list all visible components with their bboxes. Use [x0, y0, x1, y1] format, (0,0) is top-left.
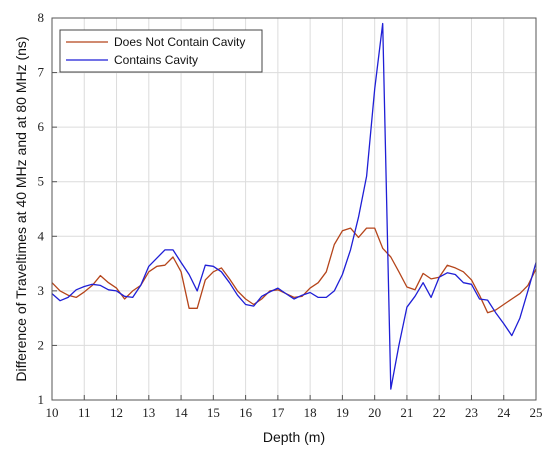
series-line-contains-cavity [51, 22, 537, 390]
x-tick-label: 24 [497, 405, 511, 420]
y-tick-label: 3 [38, 283, 45, 298]
legend: Does Not Contain Cavity Contains Cavity [59, 29, 263, 73]
plot-frame [51, 17, 537, 401]
x-tick-label: 12 [110, 405, 123, 420]
x-tick-label: 18 [304, 405, 317, 420]
x-tick-label: 13 [142, 405, 155, 420]
y-tick-label: 6 [38, 119, 45, 134]
x-tick-label: 10 [46, 405, 59, 420]
plot-area [52, 18, 536, 400]
y-tick-label: 4 [38, 228, 45, 243]
ticks-layer [51, 17, 537, 401]
legend-label-contains-cavity: Contains Cavity [114, 53, 198, 67]
legend-label-does-not-contain-cavity: Does Not Contain Cavity [114, 35, 245, 49]
series-layer [51, 22, 537, 390]
y-tick-label: 7 [38, 65, 45, 80]
x-tick-label: 16 [239, 405, 253, 420]
x-tick-label: 14 [175, 405, 189, 420]
y-tick-labels: 1 2 3 4 5 6 7 8 [38, 10, 45, 407]
grid [51, 17, 537, 401]
x-tick-label: 22 [433, 405, 446, 420]
y-tick-label: 8 [38, 10, 45, 25]
x-tick-label: 17 [271, 405, 285, 420]
y-tick-label: 5 [38, 174, 45, 189]
x-tick-label: 23 [465, 405, 478, 420]
y-tick-label: 2 [38, 337, 45, 352]
x-axis-label: Depth (m) [263, 429, 325, 445]
x-tick-labels: 10 11 12 13 14 15 16 17 18 19 20 21 22 23 24 25 [46, 405, 543, 420]
x-tick-label: 25 [530, 405, 543, 420]
series-line-does-not-contain-cavity [51, 227, 537, 314]
x-tick-label: 11 [78, 405, 91, 420]
x-tick-label: 19 [336, 405, 349, 420]
x-tick-label: 20 [368, 405, 381, 420]
x-tick-label: 21 [400, 405, 413, 420]
y-axis-label: Difference of Traveltimes at 40 MHz and … [13, 36, 29, 381]
x-tick-label: 15 [207, 405, 220, 420]
y-tick-label: 1 [38, 392, 45, 407]
legend-box [59, 29, 263, 73]
